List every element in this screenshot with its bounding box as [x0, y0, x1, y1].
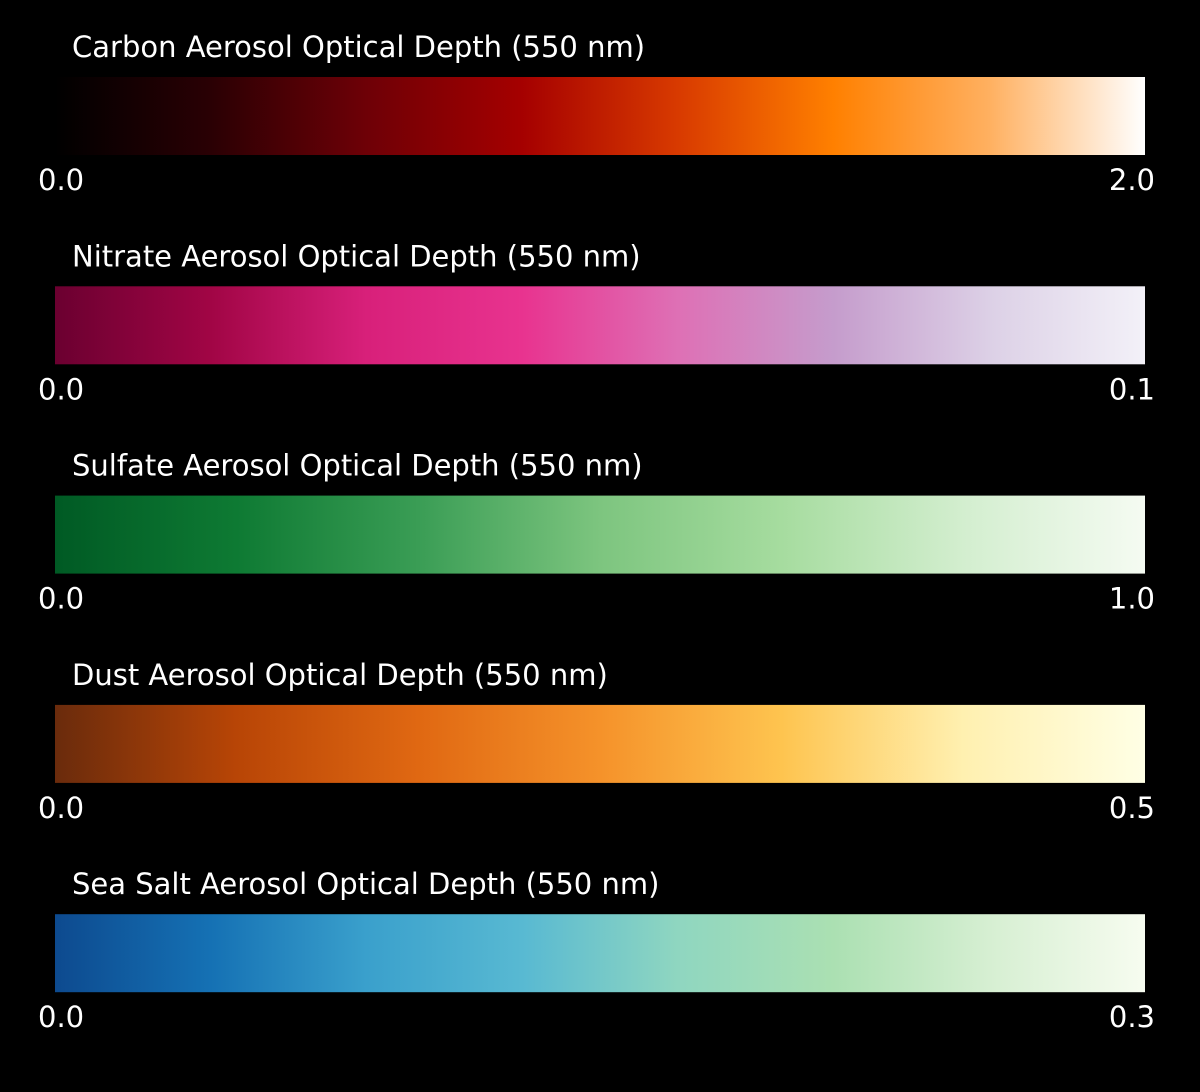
- colorbar-title: Sea Salt Aerosol Optical Depth (550 nm): [72, 867, 659, 901]
- colorbar-title: Sulfate Aerosol Optical Depth (550 nm): [72, 449, 643, 483]
- tick-label: 0.5: [1109, 791, 1155, 825]
- colorbar: [55, 704, 1145, 783]
- colorbar-title: Carbon Aerosol Optical Depth (550 nm): [72, 30, 645, 64]
- colorbar: [55, 495, 1145, 574]
- tick-label: 0.0: [38, 582, 84, 616]
- tick-label: 2.0: [1109, 163, 1155, 197]
- tick-label: 0.3: [1109, 1000, 1155, 1034]
- colorbar: [55, 77, 1145, 155]
- colorbar: [55, 286, 1145, 365]
- tick-label: 0.0: [38, 163, 84, 197]
- colorbar-title: Dust Aerosol Optical Depth (550 nm): [72, 658, 608, 692]
- tick-label: 0.0: [38, 791, 84, 825]
- tick-label: 0.1: [1109, 372, 1155, 406]
- colorbar-title: Nitrate Aerosol Optical Depth (550 nm): [72, 239, 641, 273]
- colorbar: [55, 914, 1145, 993]
- tick-label: 1.0: [1109, 582, 1155, 616]
- tick-label: 0.0: [38, 372, 84, 406]
- tick-label: 0.0: [38, 1000, 84, 1034]
